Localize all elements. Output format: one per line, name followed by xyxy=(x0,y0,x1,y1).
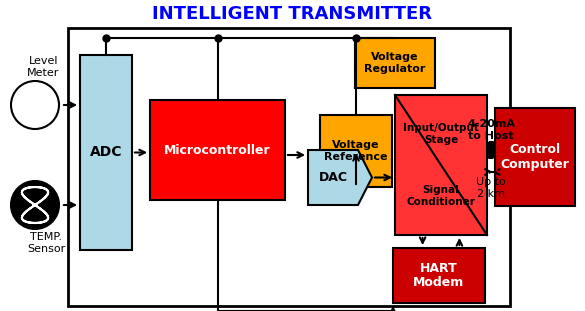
Text: DAC: DAC xyxy=(318,171,347,184)
Bar xyxy=(150,100,285,200)
Text: Up to
2 km: Up to 2 km xyxy=(476,177,506,199)
Text: Voltage
Reference: Voltage Reference xyxy=(324,140,388,162)
Text: Microcontroller: Microcontroller xyxy=(164,143,271,156)
Text: Input/Output
Stage: Input/Output Stage xyxy=(403,123,479,145)
Text: Signal
Conditioner: Signal Conditioner xyxy=(407,185,476,207)
Text: Control
Computer: Control Computer xyxy=(501,143,569,171)
Bar xyxy=(80,55,132,250)
Bar xyxy=(495,108,575,206)
Text: Voltage
Regulator: Voltage Regulator xyxy=(364,52,426,74)
Text: HART
Modem: HART Modem xyxy=(414,262,464,290)
Circle shape xyxy=(11,181,59,229)
Text: Level
Meter: Level Meter xyxy=(27,56,59,78)
Bar xyxy=(355,38,435,88)
Bar xyxy=(395,95,487,235)
Text: ADC: ADC xyxy=(90,146,122,160)
Text: TEMP.
Sensor: TEMP. Sensor xyxy=(27,232,66,254)
Circle shape xyxy=(11,81,59,129)
Text: INTELLIGENT TRANSMITTER: INTELLIGENT TRANSMITTER xyxy=(153,5,432,23)
Text: 4-20mA
to Host: 4-20mA to Host xyxy=(467,119,515,141)
Bar xyxy=(68,28,510,306)
Bar xyxy=(320,115,392,187)
Bar xyxy=(393,248,485,303)
Polygon shape xyxy=(308,150,372,205)
